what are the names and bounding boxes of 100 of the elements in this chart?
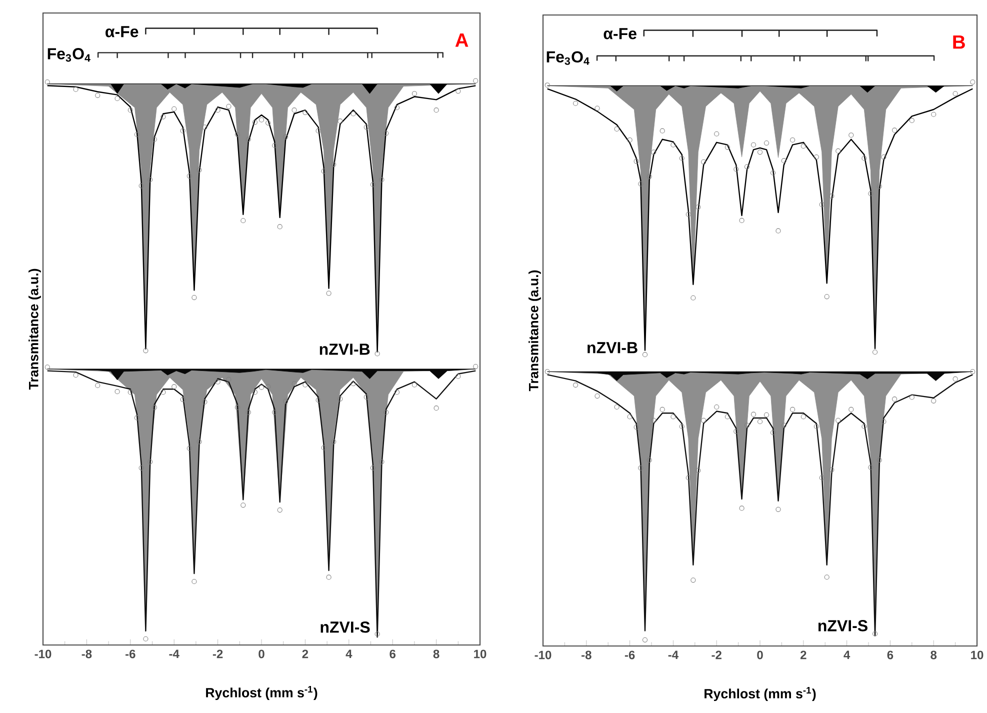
point <box>744 422 750 428</box>
point <box>800 414 806 420</box>
point <box>594 394 600 399</box>
point <box>679 156 684 161</box>
point <box>638 465 644 471</box>
point <box>95 92 100 98</box>
x-axis-title: Rychlost (mm s$^{-1}$) <box>704 687 816 702</box>
point <box>148 459 153 464</box>
point <box>258 117 264 122</box>
point <box>764 412 770 418</box>
series-label: nZVI-B <box>588 342 638 354</box>
point <box>394 105 400 110</box>
point <box>686 475 691 480</box>
point <box>800 144 806 149</box>
x-tick-label: 10 <box>474 650 486 658</box>
point <box>292 381 297 386</box>
point <box>573 382 578 388</box>
point <box>892 396 898 402</box>
point <box>909 394 914 400</box>
series-label: nZVI-B <box>320 344 370 355</box>
x-tick-label: 4 <box>346 650 352 658</box>
point <box>646 458 652 463</box>
point <box>434 108 439 113</box>
point <box>316 398 321 403</box>
point <box>724 144 730 150</box>
point <box>73 86 78 92</box>
point <box>739 506 744 511</box>
point <box>790 137 796 143</box>
point <box>196 439 202 444</box>
point <box>757 150 763 155</box>
x-tick-label: -2 <box>712 650 722 660</box>
point <box>701 418 706 423</box>
point <box>781 158 786 164</box>
point <box>350 111 356 116</box>
x-tick-label: 0 <box>258 650 264 658</box>
point <box>143 636 148 642</box>
point <box>456 88 461 94</box>
series-label: Fe$_{3}$O$_{4}$ <box>546 51 590 65</box>
point <box>134 415 140 420</box>
point <box>202 399 208 405</box>
point <box>868 464 874 470</box>
point <box>44 364 50 370</box>
point <box>350 381 356 386</box>
point <box>412 91 417 96</box>
point <box>272 142 278 148</box>
point <box>44 79 50 85</box>
point <box>412 382 417 388</box>
point <box>160 390 166 395</box>
point <box>326 290 332 296</box>
point <box>824 574 830 580</box>
point <box>283 134 288 140</box>
point <box>714 131 720 136</box>
point <box>892 128 898 133</box>
point <box>829 194 834 199</box>
point <box>670 142 676 148</box>
point <box>750 412 756 417</box>
point <box>836 148 841 154</box>
x-tick-label: -4 <box>668 650 678 659</box>
point <box>701 159 706 164</box>
point <box>638 181 644 186</box>
point <box>148 177 153 182</box>
series-label: α-Fe <box>604 28 636 40</box>
point <box>872 631 878 636</box>
point <box>646 174 652 180</box>
point <box>473 364 478 370</box>
point <box>266 120 271 126</box>
x-tick-label: 2 <box>800 650 806 660</box>
point <box>196 167 202 172</box>
point <box>764 140 770 146</box>
point <box>614 404 620 410</box>
point <box>283 398 288 404</box>
x-tick-label: -2 <box>212 650 223 658</box>
point <box>660 128 665 134</box>
point <box>814 424 819 430</box>
point <box>128 390 133 395</box>
series-label: Fe$_{3}$O$_{4}$ <box>48 48 90 62</box>
point <box>180 396 186 402</box>
point <box>862 156 867 161</box>
point <box>321 445 326 450</box>
point <box>246 410 251 415</box>
point <box>95 382 100 388</box>
point <box>931 112 936 117</box>
point <box>679 424 684 430</box>
point <box>594 106 600 111</box>
point <box>970 369 976 374</box>
x-tick-label: -10 <box>34 650 52 658</box>
point <box>364 124 369 130</box>
point <box>634 424 639 430</box>
point <box>128 108 133 113</box>
series-label: nZVI-S <box>818 620 868 632</box>
point <box>642 352 648 358</box>
point <box>876 184 882 189</box>
x-tick-label: -10 <box>534 650 552 660</box>
point <box>114 389 120 394</box>
point <box>277 508 282 513</box>
x-tick-label: 6 <box>887 650 894 660</box>
point <box>192 295 197 300</box>
x-tick-label: 4 <box>844 650 850 659</box>
point <box>394 390 400 395</box>
point <box>192 578 197 584</box>
